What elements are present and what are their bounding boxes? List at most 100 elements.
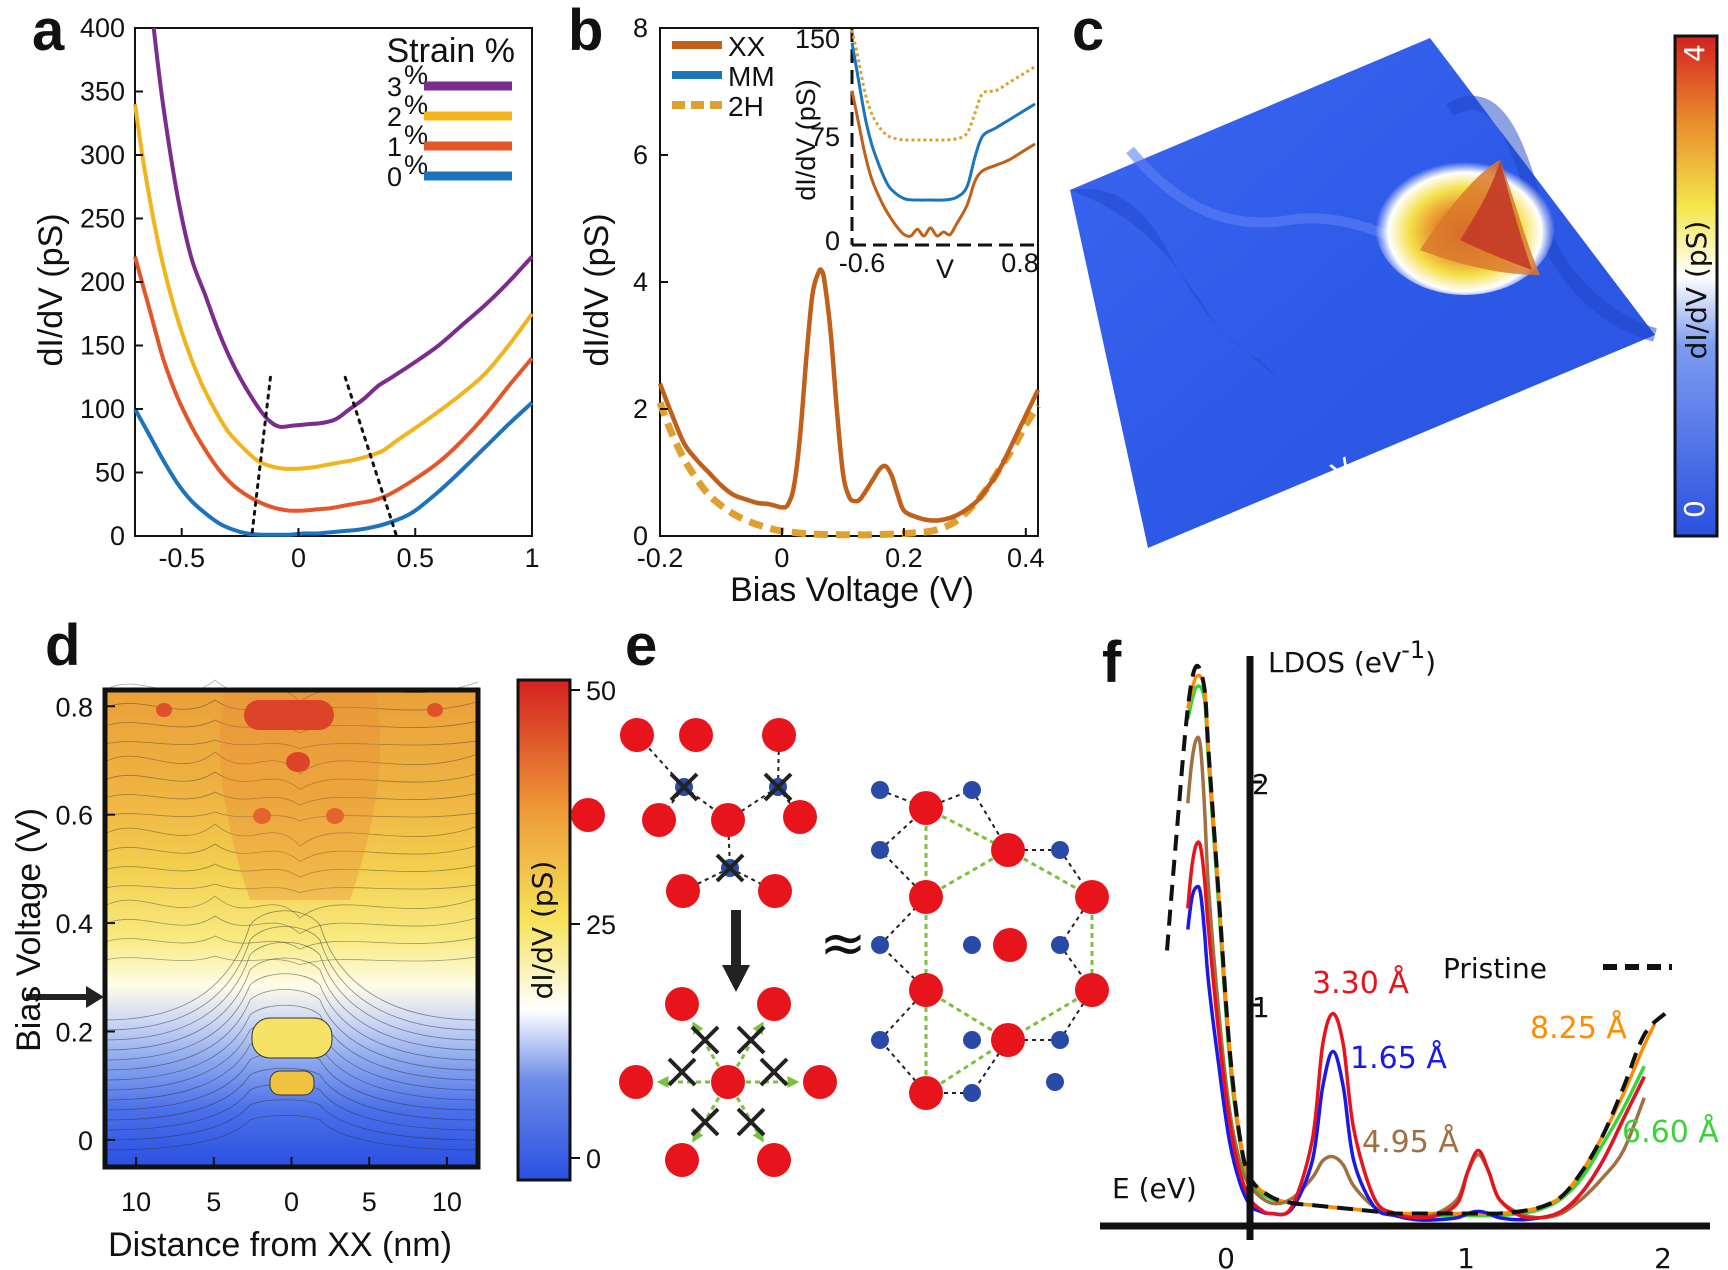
panel-letter-f: f [1102, 630, 1122, 695]
panel-f-series-label: 6.60 Å [1622, 1114, 1719, 1150]
panel-a-ytick-label: 100 [80, 394, 125, 424]
panel-b-ylabel: dI/dV (pS) [578, 213, 616, 366]
panel-e-blue-atom [1046, 1073, 1064, 1091]
panel-a-legend-label-2: 2 [387, 102, 402, 132]
panel-b-ytick-label: 4 [633, 267, 648, 297]
panel-e-red-atom [757, 987, 791, 1021]
panel-e-blue-atom [963, 936, 981, 954]
inset-series-2H-line [850, 29, 1036, 142]
panel-d-contour-line [104, 935, 479, 950]
panel-d-yellow-spot [269, 1070, 315, 1096]
panel-f-series-label: 4.95 Å [1362, 1124, 1459, 1160]
panel-d-xtick-label: 10 [121, 1187, 151, 1217]
inset-xtick-pos: 0.8 [1001, 248, 1039, 278]
panel-e-red-atom [909, 973, 943, 1007]
panel-f-ylabel-main: LDOS (eV [1268, 646, 1401, 679]
panel-letter-c: c [1072, 0, 1104, 63]
panel-e-blue-atom [1051, 841, 1069, 859]
panel-d-xlabel: Distance from XX (nm) [108, 1226, 452, 1264]
panel-c-colorbar-min: 0 [1678, 500, 1711, 518]
surface-peak-top [1460, 160, 1532, 270]
panel-e-cross-mark [715, 853, 745, 883]
panel-a-legend-label-1: 1 [387, 132, 402, 162]
panel-a-dotted-line-1 [343, 375, 399, 538]
panel-d-ytick-label: 0.6 [55, 801, 93, 831]
panel-b-series-xx-line [657, 267, 1041, 523]
surface-plane [1070, 38, 1655, 548]
panel-a: -0.5 0 0.5 1 0 50 100 150 200 250 300 350 400 dI/dV… [32, 13, 540, 573]
panel-e-red-atom [619, 1065, 653, 1099]
panel-b-y-ticks: 0 2 4 6 8 [633, 13, 668, 551]
panel-b-legend-label-XX: XX [728, 31, 766, 62]
panel-a-xtick-label: 0 [291, 543, 306, 573]
panel-f-series-labels: 3.30 Å 1.65 Å 4.95 Å 6.60 Å 8.25 Å [1312, 965, 1719, 1160]
panel-d-contour-line [104, 883, 479, 894]
panel-d-hotspot [156, 703, 172, 717]
panel-e-cross-mark [736, 1107, 766, 1137]
surface-fold-left [1070, 188, 1280, 380]
panel-e-blue-atom [871, 781, 889, 799]
panel-d-hotspot [253, 808, 271, 824]
panel-d-ytick-label: 0.8 [55, 692, 93, 722]
panel-e-red-atom [757, 1143, 791, 1177]
panel-f-series [1165, 663, 1667, 1222]
panel-a-legend-label-0: 0 [387, 162, 402, 192]
panel-e-cross-mark [736, 1025, 766, 1055]
panel-e-blue-atom [871, 841, 889, 859]
panel-d-contour-line [104, 1115, 479, 1151]
panel-e-approx-symbol: ≈ [820, 911, 867, 976]
panel-d-contour-line [104, 910, 479, 1021]
panel-e-blue-atom [1051, 1031, 1069, 1049]
panel-d-ytick-label: 0 [78, 1126, 93, 1156]
panel-e-right-bond [1059, 944, 1093, 991]
panel-e-red-atom [991, 833, 1025, 867]
inset-ytick-0: 0 [825, 226, 840, 256]
panel-e-cross-mark [759, 1057, 789, 1087]
panel-c-colorbar-label: dI/dV (pS) [1680, 221, 1713, 360]
panel-f-xtick-label: 1 [1457, 1242, 1475, 1270]
panel-d-ylabel: Bias Voltage (V) [10, 808, 48, 1052]
inset-xlabel: V [936, 254, 954, 284]
panel-a-dotted-line-0 [250, 375, 272, 538]
panel-c-colorbar-max: 4 [1678, 44, 1711, 62]
panel-b-xtick-label: 0.4 [1007, 543, 1045, 573]
panel-letter-a: a [32, 0, 65, 63]
panel-a-ytick-label: 150 [80, 331, 125, 361]
panel-d-arrow-head [86, 986, 104, 1008]
panel-a-series-1-line [133, 256, 534, 513]
panel-b-series-2h-line [656, 401, 1041, 539]
panel-e-red-atom [991, 1023, 1025, 1057]
panel-f-ytick-label: 1 [1252, 991, 1270, 1024]
panel-d-hotspot [427, 703, 443, 717]
panel-f-series-label: 3.30 Å [1312, 965, 1409, 1001]
panel-b-ytick-label: 6 [633, 140, 648, 170]
panel-e-red-atom [762, 718, 796, 752]
panel-e-cross-mark [690, 1025, 720, 1055]
panel-e-blue-atom [963, 1084, 981, 1102]
panel-e-blue-atom [871, 1031, 889, 1049]
panel-d-contour-line [104, 863, 479, 878]
panel-a-xtick-label: -0.5 [158, 543, 205, 573]
panel-d-contour-line [104, 895, 479, 919]
panel-d-contour-line [104, 811, 479, 822]
panel-e-red-atom [620, 718, 654, 752]
panel-e-red-atom-center [993, 928, 1027, 962]
panel-b-ytick-label: 8 [633, 13, 648, 43]
panel-d-xtick-label: 10 [432, 1187, 462, 1217]
panel-f-series-line [1165, 663, 1667, 1216]
panel-f-pristine-label: Pristine [1443, 952, 1547, 985]
panel-b-xtick-label: -0.2 [637, 543, 684, 573]
panel-d-x-ticks: 10 5 0 5 10 [121, 1157, 462, 1217]
panel-e-green-arrow [923, 988, 1011, 1042]
panel-a-x-ticks: -0.5 0 0.5 1 [158, 528, 540, 573]
panel-d-colorbar-label: dI/dV (pS) [526, 861, 559, 1000]
panel-b-xtick-label: 0 [774, 543, 789, 573]
panel-e-red-atom [783, 800, 817, 834]
panel-a-y-ticks: 0 50 100 150 200 250 300 350 400 [80, 13, 143, 551]
panel-a-ylabel: dI/dV (pS) [32, 213, 70, 366]
panel-e-red-atom [803, 1065, 837, 1099]
panel-d-contour-line [104, 791, 479, 806]
inset-xtick-neg: -0.6 [839, 248, 886, 278]
panel-f-xlabel: E (eV) [1112, 1172, 1197, 1205]
